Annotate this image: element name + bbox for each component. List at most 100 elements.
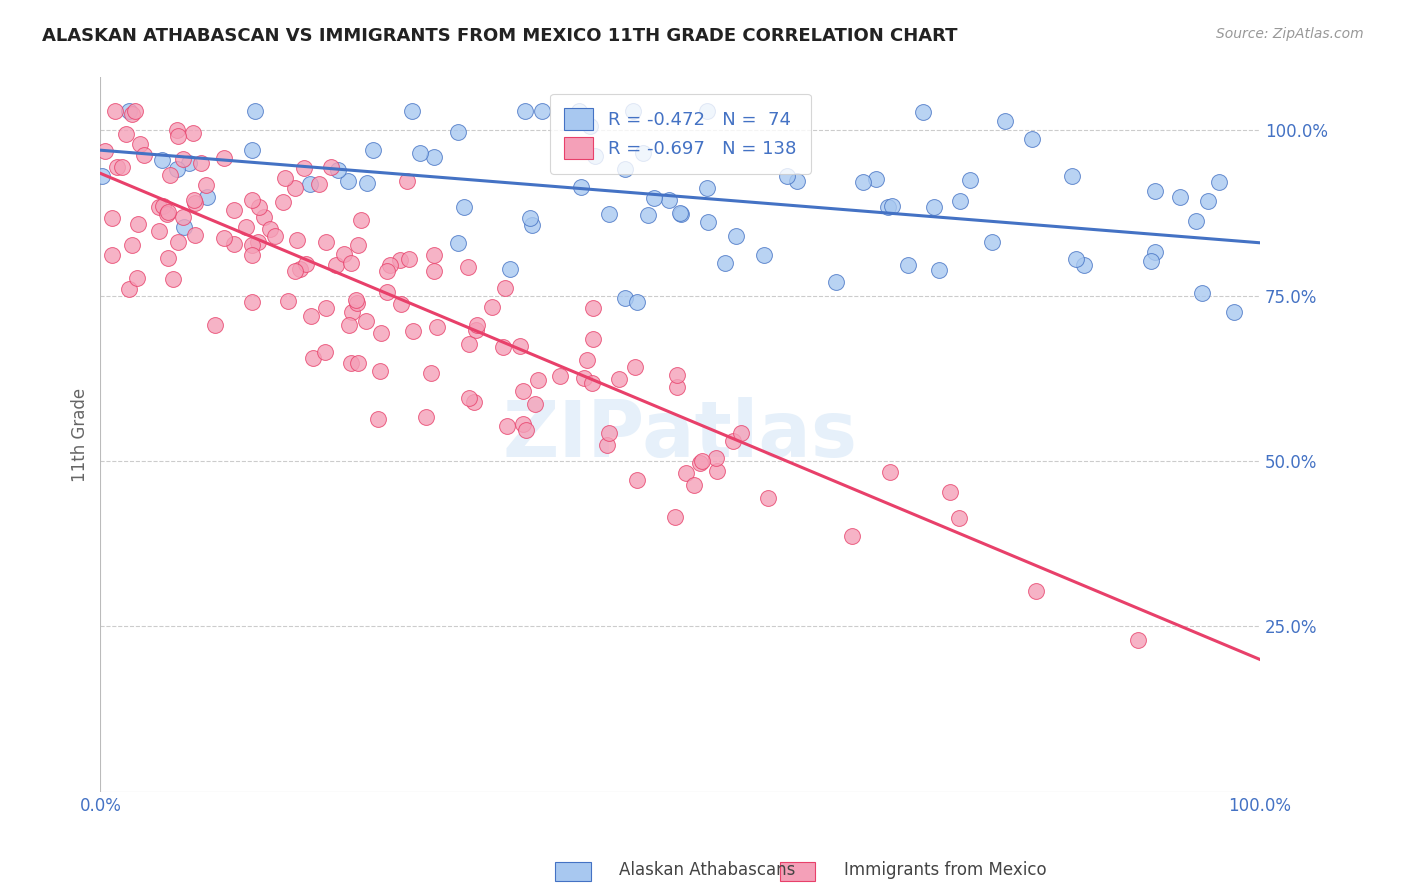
Point (308, 178, 330, 192)
Point (91, 169, 114, 183)
Point (447, 235, 470, 250)
Point (994, 114, 1017, 128)
Point (754, 247, 776, 261)
Point (177, 156, 200, 170)
Point (398, 252, 420, 266)
Point (571, 180, 593, 194)
Point (380, 258, 402, 272)
Point (1021, 132, 1043, 146)
Point (243, 103, 266, 118)
Point (240, 143, 263, 157)
Point (124, 103, 146, 118)
Point (105, 160, 128, 174)
Point (721, 434, 744, 448)
Text: ZIPatlas: ZIPatlas (502, 397, 858, 473)
Point (347, 356, 370, 370)
Point (242, 294, 264, 309)
Point (877, 200, 900, 214)
Point (697, 215, 720, 229)
Point (132, 147, 155, 161)
Point (346, 296, 368, 310)
Point (1191, 286, 1213, 301)
Point (696, 180, 718, 194)
Point (314, 345, 336, 359)
Point (159, 168, 181, 182)
Point (389, 297, 412, 311)
Point (354, 314, 377, 328)
Point (825, 276, 848, 290)
Point (152, 199, 174, 213)
Point (121, 107, 143, 121)
Point (865, 172, 887, 186)
Point (172, 152, 194, 166)
Point (271, 195, 294, 210)
Point (924, 201, 946, 215)
Point (664, 509, 686, 524)
Point (467, 318, 489, 333)
Point (325, 258, 347, 272)
Point (706, 464, 728, 478)
Point (1143, 245, 1166, 260)
Point (173, 220, 195, 235)
Y-axis label: 11th Grade: 11th Grade (72, 387, 89, 482)
Point (671, 207, 693, 221)
Text: Alaskan Athabascans: Alaskan Athabascans (619, 861, 794, 879)
Point (284, 264, 307, 278)
Point (395, 174, 418, 188)
Point (598, 206, 620, 220)
Text: Source: ZipAtlas.com: Source: ZipAtlas.com (1216, 27, 1364, 41)
Point (621, 103, 644, 118)
Point (1144, 184, 1167, 198)
Point (572, 371, 595, 385)
Point (212, 231, 235, 245)
Point (148, 224, 170, 238)
Point (1025, 583, 1047, 598)
Point (128, 137, 150, 152)
Point (1073, 259, 1095, 273)
Point (689, 456, 711, 470)
Point (1208, 175, 1230, 189)
Point (295, 257, 318, 271)
Point (368, 364, 391, 378)
Point (156, 206, 179, 220)
Point (389, 252, 412, 267)
Point (167, 128, 190, 143)
Point (513, 103, 536, 118)
Point (247, 235, 270, 250)
Point (157, 252, 180, 266)
Point (127, 217, 149, 231)
Point (1060, 169, 1083, 183)
Point (183, 228, 205, 243)
Point (125, 271, 148, 285)
Point (509, 339, 531, 353)
Point (166, 161, 188, 176)
Point (568, 103, 591, 118)
Point (896, 258, 918, 272)
Point (298, 177, 321, 191)
Point (333, 247, 356, 261)
Point (669, 206, 692, 220)
Point (111, 161, 134, 175)
Point (370, 326, 392, 340)
Point (288, 262, 311, 277)
Point (579, 120, 602, 134)
Point (457, 260, 479, 275)
Point (118, 282, 141, 296)
Point (426, 320, 449, 334)
Point (494, 281, 516, 295)
Point (253, 210, 276, 224)
Point (841, 529, 863, 543)
Point (1223, 305, 1246, 319)
Point (419, 366, 441, 380)
Point (575, 353, 598, 368)
Point (302, 351, 325, 366)
Point (911, 104, 934, 119)
Point (643, 191, 665, 205)
Point (980, 235, 1002, 249)
Point (458, 336, 481, 351)
Point (195, 190, 218, 204)
Point (121, 238, 143, 252)
Point (222, 202, 245, 217)
Point (172, 210, 194, 224)
Point (156, 205, 179, 219)
